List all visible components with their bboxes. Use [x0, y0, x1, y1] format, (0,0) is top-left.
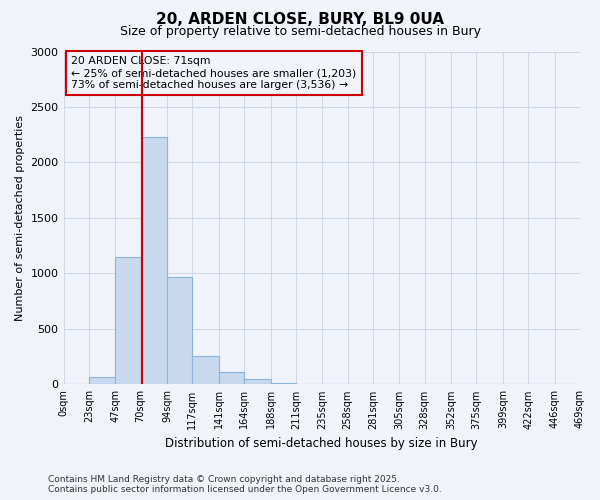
Text: 20, ARDEN CLOSE, BURY, BL9 0UA: 20, ARDEN CLOSE, BURY, BL9 0UA	[156, 12, 444, 28]
Bar	[193, 356, 219, 384]
Text: 20 ARDEN CLOSE: 71sqm
← 25% of semi-detached houses are smaller (1,203)
73% of s: 20 ARDEN CLOSE: 71sqm ← 25% of semi-deta…	[71, 56, 356, 90]
Bar	[89, 376, 115, 384]
Text: Size of property relative to semi-detached houses in Bury: Size of property relative to semi-detach…	[119, 25, 481, 38]
X-axis label: Distribution of semi-detached houses by size in Bury: Distribution of semi-detached houses by …	[166, 437, 478, 450]
Bar	[140, 137, 167, 384]
Bar	[219, 372, 244, 384]
Bar	[115, 257, 140, 384]
Bar	[271, 383, 296, 384]
Bar	[167, 277, 193, 384]
Bar	[244, 379, 271, 384]
Y-axis label: Number of semi-detached properties: Number of semi-detached properties	[15, 115, 25, 321]
Text: Contains HM Land Registry data © Crown copyright and database right 2025.
Contai: Contains HM Land Registry data © Crown c…	[48, 474, 442, 494]
